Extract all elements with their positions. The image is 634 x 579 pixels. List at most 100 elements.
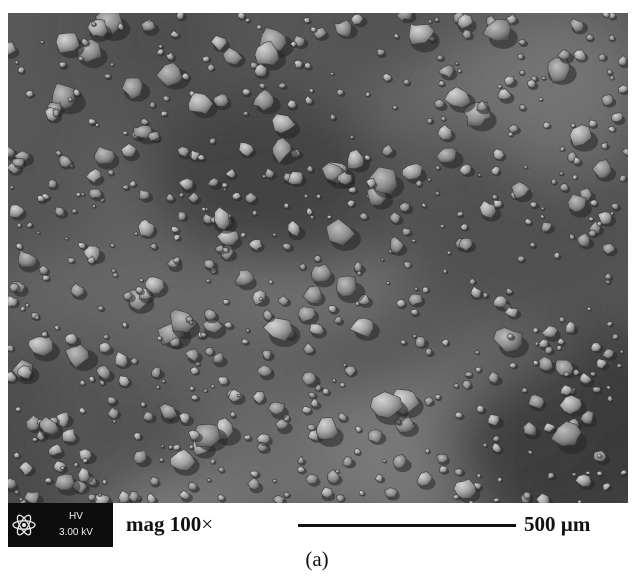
particle [475,366,482,373]
particle [588,119,598,128]
particle [517,38,527,46]
particle [454,411,464,419]
particle [155,62,183,87]
particle [365,91,371,97]
particle [334,19,352,38]
particle [346,199,355,208]
particle [453,478,477,499]
particle [178,177,194,191]
particle [506,13,517,25]
particle [78,407,87,415]
particle [476,473,482,479]
particle [107,407,120,420]
particle [610,202,619,211]
particle [16,365,33,380]
particle [619,349,624,355]
particle [591,386,601,393]
particle [247,477,260,491]
particle [155,384,161,390]
particle [573,368,581,376]
particle [70,282,85,298]
particle [320,486,334,499]
particle [425,348,432,356]
particle [310,26,317,33]
particle [491,194,498,200]
particle [286,99,297,109]
particle [468,500,474,503]
particle [241,338,250,345]
particle [509,362,517,369]
particle [440,116,446,123]
sem-info-bar: HV 3.00 kV mag 100× 500 µm [8,503,628,547]
particle [396,299,406,308]
particle [114,351,129,368]
particle [457,67,463,74]
particle [596,470,604,477]
particle [272,232,277,237]
particle [217,376,229,386]
particle [254,40,280,66]
particle [15,242,24,250]
particle [107,169,115,176]
particle [557,337,565,345]
particle [225,168,236,179]
particle [261,349,272,361]
particle [492,327,523,353]
particle [160,110,168,117]
particle [407,293,423,307]
particle [36,230,41,235]
particle [236,393,241,398]
particle [427,19,433,24]
particle [190,366,200,376]
particle [521,387,528,393]
particle [436,147,457,164]
particle [382,72,392,82]
particle [165,193,175,202]
particle [585,470,591,475]
particle [77,242,86,250]
particle [229,410,236,418]
particle [572,156,581,165]
particle [8,371,17,383]
particle [589,371,596,377]
scale-bar-label: 500 µm [524,512,591,536]
particle [23,491,40,503]
particle [540,75,547,81]
particle [491,435,500,442]
particle [305,473,319,485]
particle [618,174,627,183]
particle [135,286,144,294]
particle [293,60,303,69]
background-shading [8,333,167,493]
particle [329,113,337,121]
particle [585,33,594,41]
particle [190,394,199,401]
particle [524,218,533,225]
particle [128,490,139,503]
particle [207,63,215,72]
particle [122,130,128,136]
particle [168,336,181,347]
particle [87,118,97,125]
particle [487,414,500,427]
particle [262,317,293,342]
particle [393,33,400,39]
particle [392,454,407,469]
particle [303,342,316,355]
particle [256,24,262,30]
particle [249,470,259,478]
particle [283,202,290,209]
particle [342,455,353,468]
particle [80,192,85,197]
particle [384,487,399,498]
particle [52,108,60,118]
particle [133,231,138,236]
particle [67,257,76,265]
particle [355,300,360,307]
particle [532,327,539,334]
particle [112,272,119,278]
particle [112,419,117,424]
particle [454,61,459,66]
particle [344,365,357,378]
particle [601,94,614,107]
